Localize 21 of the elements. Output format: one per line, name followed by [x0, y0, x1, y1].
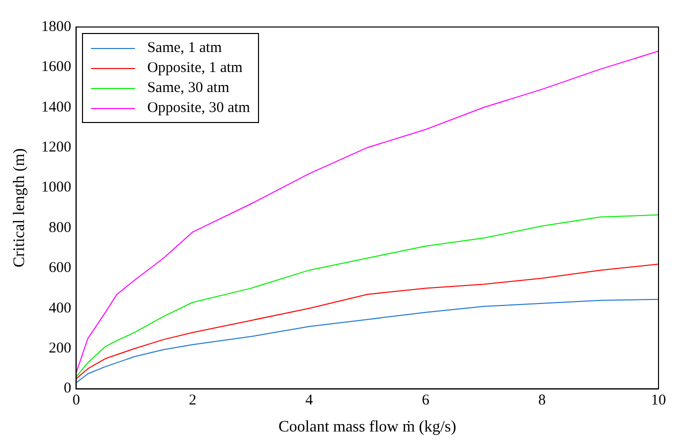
x-tick-label: 4 — [305, 392, 314, 409]
x-tick-label: 6 — [422, 392, 430, 409]
legend-label: Same, 30 atm — [147, 80, 230, 96]
y-tick-label: 800 — [48, 220, 72, 236]
y-tick-label: 1000 — [41, 180, 72, 196]
y-tick-label: 600 — [48, 260, 72, 276]
y-tick-label: 0 — [64, 380, 72, 397]
legend-label: Opposite, 1 atm — [147, 60, 243, 76]
x-tick-label: 10 — [651, 392, 666, 409]
y-tick-label: 1400 — [41, 99, 72, 116]
x-tick-label: 8 — [538, 392, 546, 409]
y-axis-title: Critical length (m) — [10, 148, 28, 268]
y-tick-label: 400 — [48, 300, 72, 316]
y-tick-label: 1200 — [41, 140, 72, 156]
legend-label: Opposite, 30 atm — [147, 100, 250, 116]
legend-label: Same, 1 atm — [147, 40, 222, 56]
y-tick-label: 200 — [48, 340, 72, 357]
y-tick-label: 1600 — [41, 59, 72, 76]
x-tick-label: 2 — [188, 392, 196, 409]
x-axis-title: Coolant mass flow ṁ (kg/s) — [278, 418, 456, 436]
y-tick-label: 1800 — [41, 18, 72, 35]
